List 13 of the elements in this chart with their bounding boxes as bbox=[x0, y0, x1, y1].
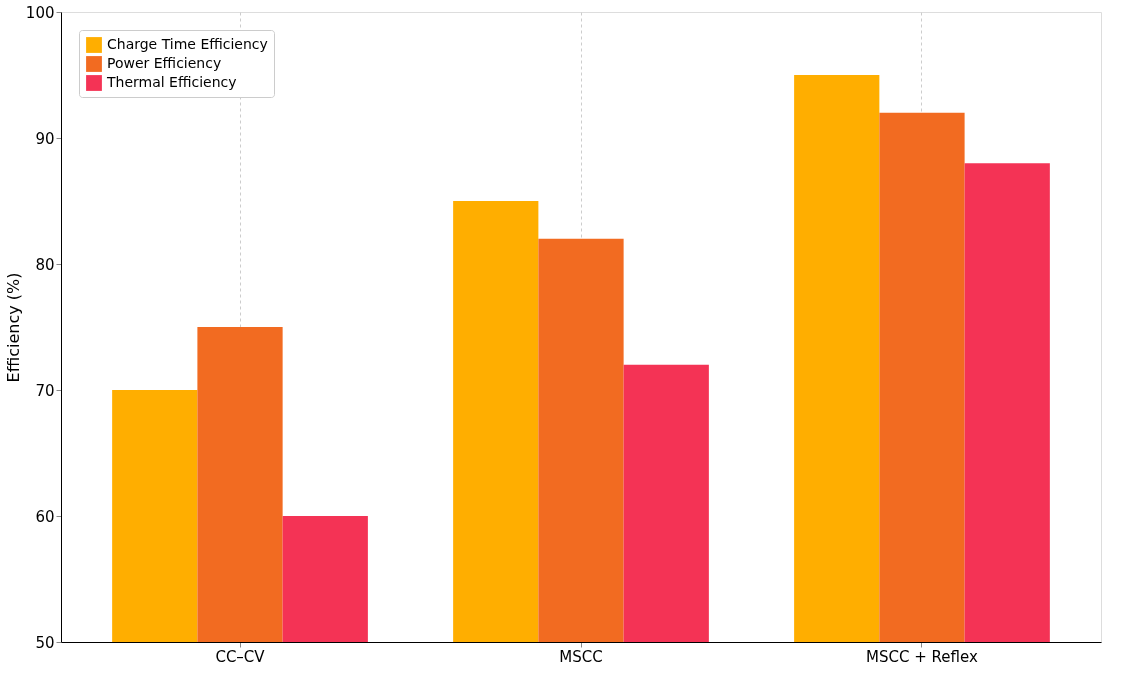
legend-label: Thermal Efficiency bbox=[106, 74, 237, 90]
legend-label: Charge Time Efficiency bbox=[107, 36, 268, 52]
y-tick-label: 50 bbox=[35, 633, 55, 652]
y-axis-title: Efficiency (%) bbox=[3, 272, 23, 383]
x-tick-label: CC–CV bbox=[215, 647, 266, 666]
y-tick-label: 100 bbox=[25, 3, 55, 22]
legend-label: Power Efficiency bbox=[107, 55, 222, 71]
x-tick-label: MSCC bbox=[559, 647, 603, 666]
y-tick-label: 90 bbox=[35, 129, 55, 148]
x-tick-label: MSCC + Reflex bbox=[866, 647, 978, 666]
y-tick-label: 80 bbox=[35, 255, 55, 274]
y-tick-label: 70 bbox=[35, 381, 55, 400]
y-tick-label: 60 bbox=[35, 507, 55, 526]
